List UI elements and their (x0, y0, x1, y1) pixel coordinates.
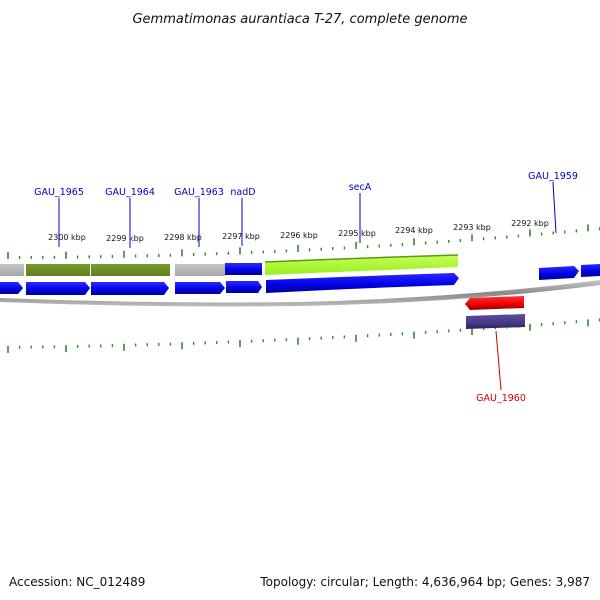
cds-forward-arrow[interactable] (175, 282, 225, 294)
upper-scale-ticks (7, 224, 600, 259)
operon-block-lime-edge (264, 254, 459, 263)
operon-block-olive-2[interactable] (91, 264, 170, 276)
scale-labels: 2300 kbp 2299 kbp 2298 kbp 2297 kbp 2296… (48, 219, 549, 243)
cds-forward-arrow[interactable] (226, 281, 262, 293)
operon-block-olive-1[interactable] (26, 264, 90, 276)
forward-cds-track (0, 264, 600, 295)
operon-track (0, 254, 459, 276)
cds-forward-arrow[interactable] (91, 282, 169, 295)
map-title: Gemmatimonas aurantiaca T-27, complete g… (132, 12, 467, 27)
rna-reverse-block[interactable] (466, 314, 525, 329)
scale-label: 2294 kbp (395, 226, 433, 235)
operon-block-grey-left[interactable] (0, 264, 24, 276)
gene-label-gau-1963[interactable]: GAU_1963 (174, 187, 224, 198)
genome-summary-text: Topology: circular; Length: 4,636,964 bp… (259, 575, 590, 589)
reverse-feature-track (465, 296, 525, 329)
scale-label: 2292 kbp (511, 219, 549, 228)
cds-forward-arrow[interactable] (266, 273, 459, 293)
scale-label: 2295 kbp (338, 229, 376, 238)
operon-block-lime[interactable] (265, 255, 458, 275)
gene-labels: GAU_1965 GAU_1964 GAU_1963 nadD secA GAU… (34, 171, 578, 404)
gene-label-gau-1960[interactable]: GAU_1960 (476, 393, 526, 404)
gene-label-gau-1965[interactable]: GAU_1965 (34, 187, 84, 198)
operon-block-grey-mid[interactable] (175, 264, 225, 276)
scale-label: 2300 kbp (48, 233, 86, 242)
genome-backbone (0, 280, 600, 307)
gene-label-nadd[interactable]: nadD (230, 187, 255, 198)
scale-label: 2296 kbp (280, 231, 318, 240)
scale-label: 2299 kbp (106, 234, 144, 243)
scale-label: 2298 kbp (164, 233, 202, 242)
cds-forward-arrow[interactable] (581, 264, 600, 277)
scale-label: 2293 kbp (453, 223, 491, 232)
cds-forward-arrow[interactable] (539, 266, 579, 280)
callout-line (552, 181, 557, 234)
gene-label-gau-1964[interactable]: GAU_1964 (105, 187, 155, 198)
gene-callouts (58, 181, 557, 391)
gene-label-gau-1959[interactable]: GAU_1959 (528, 171, 578, 182)
cds-forward-arrow[interactable] (0, 282, 23, 294)
scale-label: 2297 kbp (222, 232, 260, 241)
operon-block-blue[interactable] (225, 263, 262, 275)
cds-reverse-arrow[interactable] (465, 296, 524, 310)
callout-line (495, 330, 502, 391)
accession-text: Accession: NC_012489 (9, 575, 145, 589)
gene-label-seca[interactable]: secA (349, 182, 372, 193)
cds-forward-arrow[interactable] (26, 282, 90, 295)
